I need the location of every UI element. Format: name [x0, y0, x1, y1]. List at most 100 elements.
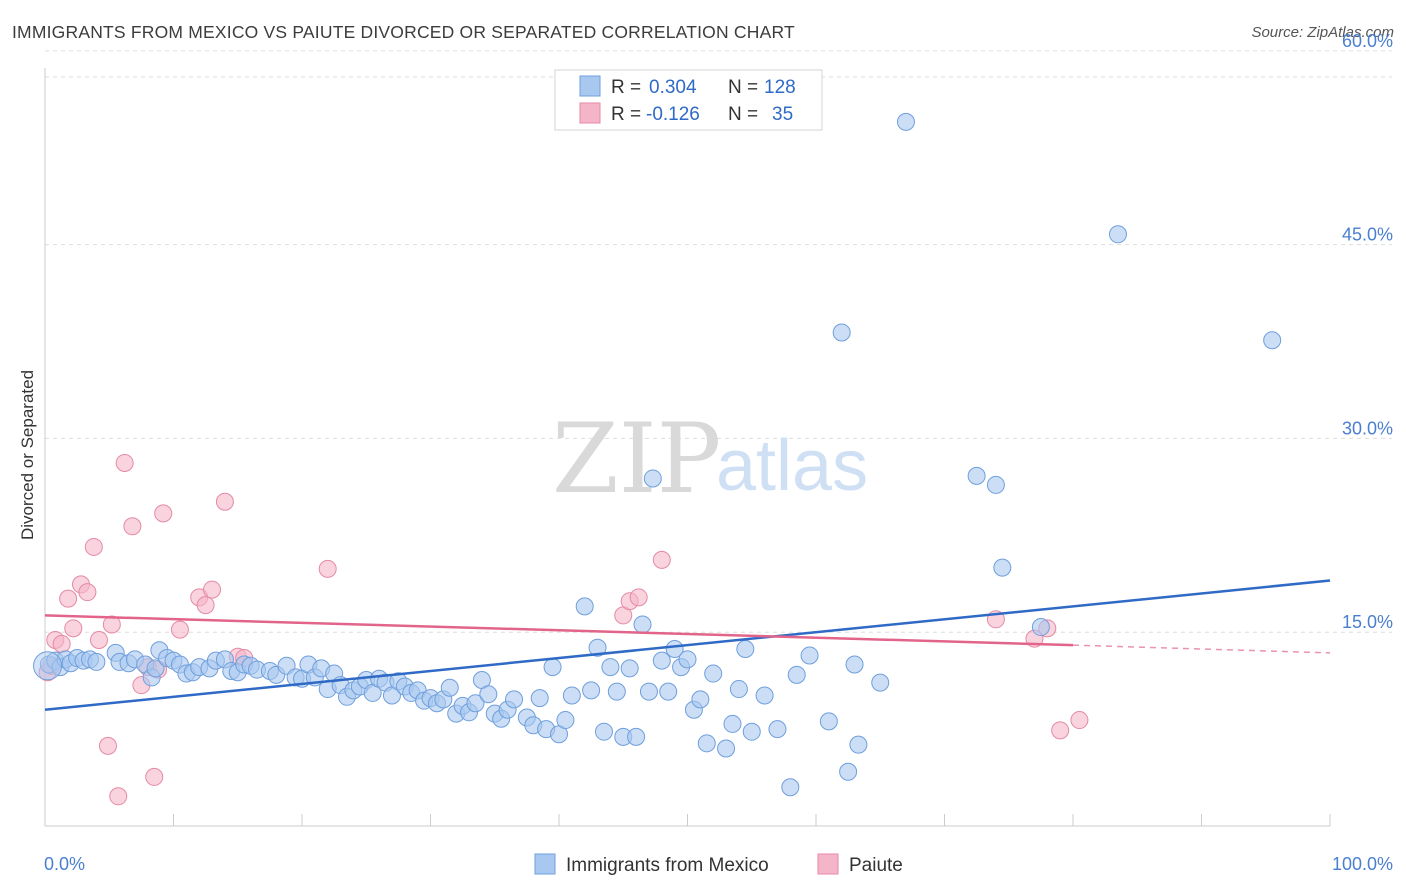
mexico-point: [993, 558, 1012, 577]
mexico-point: [633, 615, 652, 634]
mexico-point: [601, 658, 620, 677]
series-label-mexico: Immigrants from Mexico: [566, 855, 769, 876]
mexico-point: [1263, 331, 1282, 350]
gridlines: [45, 50, 1392, 633]
series-label-paiute: Paiute: [849, 855, 903, 876]
mexico-point: [717, 739, 736, 758]
paiute-trend-extension: [1072, 644, 1331, 654]
y-axis-label: Divorced or Separated: [18, 370, 37, 540]
paiute-point: [102, 615, 121, 634]
legend-n-value-1: 128: [764, 77, 796, 98]
paiute-point: [98, 736, 117, 755]
paiute-point: [1070, 711, 1089, 730]
mexico-point: [742, 722, 761, 741]
y-tick-label: 30.0%: [1342, 418, 1393, 438]
mexico-trend-line: [44, 579, 1331, 711]
watermark-zip: ZIP: [552, 403, 721, 515]
paiute-point: [652, 550, 671, 569]
y-tick-label: 45.0%: [1342, 225, 1393, 245]
legend-swatch-blue: [579, 75, 601, 97]
paiute-point: [89, 630, 108, 649]
paiute-point: [145, 767, 164, 786]
mexico-point: [530, 689, 549, 708]
legend-r-value-2: -0.126: [646, 104, 700, 125]
mexico-point: [819, 712, 838, 731]
paiute-point: [154, 504, 173, 523]
x-ticks: 0.0% 100.0%: [44, 814, 1393, 874]
mexico-point: [652, 651, 671, 670]
mexico-point: [729, 680, 748, 699]
source-label: Source: ZipAtlas.com: [1251, 24, 1394, 41]
paiute-point: [123, 517, 142, 536]
series-swatch-mexico: [534, 853, 556, 875]
mexico-point: [466, 694, 485, 713]
paiute-point: [109, 787, 128, 806]
paiute-point: [196, 596, 215, 615]
legend-r-value-1: 0.304: [649, 77, 697, 98]
y-ticks: 15.0% 30.0% 45.0% 60.0%: [1342, 31, 1393, 632]
paiute-point: [59, 589, 78, 608]
mexico-point: [839, 762, 858, 781]
mexico-point: [768, 720, 787, 739]
mexico-point-cluster: [33, 651, 63, 681]
paiute-point: [318, 559, 337, 578]
mexico-point: [87, 652, 106, 671]
mexico-point: [800, 646, 819, 665]
paiute-point: [115, 453, 134, 472]
legend-swatch-pink: [579, 102, 601, 124]
mexico-point: [697, 734, 716, 753]
paiute-trend-line: [44, 614, 1074, 647]
legend-n-label-2: N =: [728, 104, 758, 125]
mexico-point: [896, 112, 915, 131]
paiute-point: [203, 580, 222, 599]
watermark: ZIP atlas: [552, 403, 868, 515]
mexico-points: [33, 112, 1282, 797]
paiute-point: [170, 620, 189, 639]
mexico-point: [588, 638, 607, 657]
mexico-point: [643, 469, 662, 488]
paiute-point: [78, 583, 97, 602]
watermark-atlas: atlas: [716, 426, 868, 506]
mexico-point: [562, 686, 581, 705]
mexico-point: [704, 664, 723, 683]
x-tick-label: 100.0%: [1332, 854, 1393, 874]
trend-lines: [44, 579, 1331, 711]
mexico-point: [849, 735, 868, 754]
legend-n-value-2: 35: [772, 104, 793, 125]
mexico-point: [575, 597, 594, 616]
paiute-point: [1051, 721, 1070, 740]
x-tick-label: 0.0%: [44, 854, 85, 874]
legend-r-label-2: R =: [611, 104, 641, 125]
legend-r-label-1: R =: [611, 77, 641, 98]
mexico-point: [678, 650, 697, 669]
mexico-point: [607, 682, 626, 701]
paiute-point: [64, 619, 83, 638]
legend-n-label-1: N =: [728, 77, 758, 98]
series-legend: Immigrants from Mexico Paiute: [534, 853, 903, 876]
mexico-point: [659, 682, 678, 701]
mexico-point: [1031, 618, 1050, 637]
mexico-point: [832, 323, 851, 342]
mexico-point: [479, 685, 498, 704]
mexico-point: [845, 655, 864, 674]
paiute-point: [84, 537, 103, 556]
y-tick-label: 15.0%: [1342, 612, 1393, 632]
mexico-point: [691, 690, 710, 709]
paiute-point: [52, 634, 71, 653]
mexico-point: [787, 665, 806, 684]
paiute-point: [629, 588, 648, 607]
mexico-point: [543, 658, 562, 677]
mexico-point: [627, 727, 646, 746]
mexico-point: [986, 475, 1005, 494]
mexico-point: [620, 659, 639, 678]
chart-title: IMMIGRANTS FROM MEXICO VS PAIUTE DIVORCE…: [12, 22, 795, 42]
mexico-point: [440, 678, 459, 697]
mexico-point: [639, 682, 658, 701]
mexico-point: [556, 711, 575, 730]
series-swatch-paiute: [817, 853, 839, 875]
mexico-point: [723, 714, 742, 733]
mexico-point: [871, 673, 890, 692]
mexico-point: [755, 686, 774, 705]
mexico-point: [582, 681, 601, 700]
